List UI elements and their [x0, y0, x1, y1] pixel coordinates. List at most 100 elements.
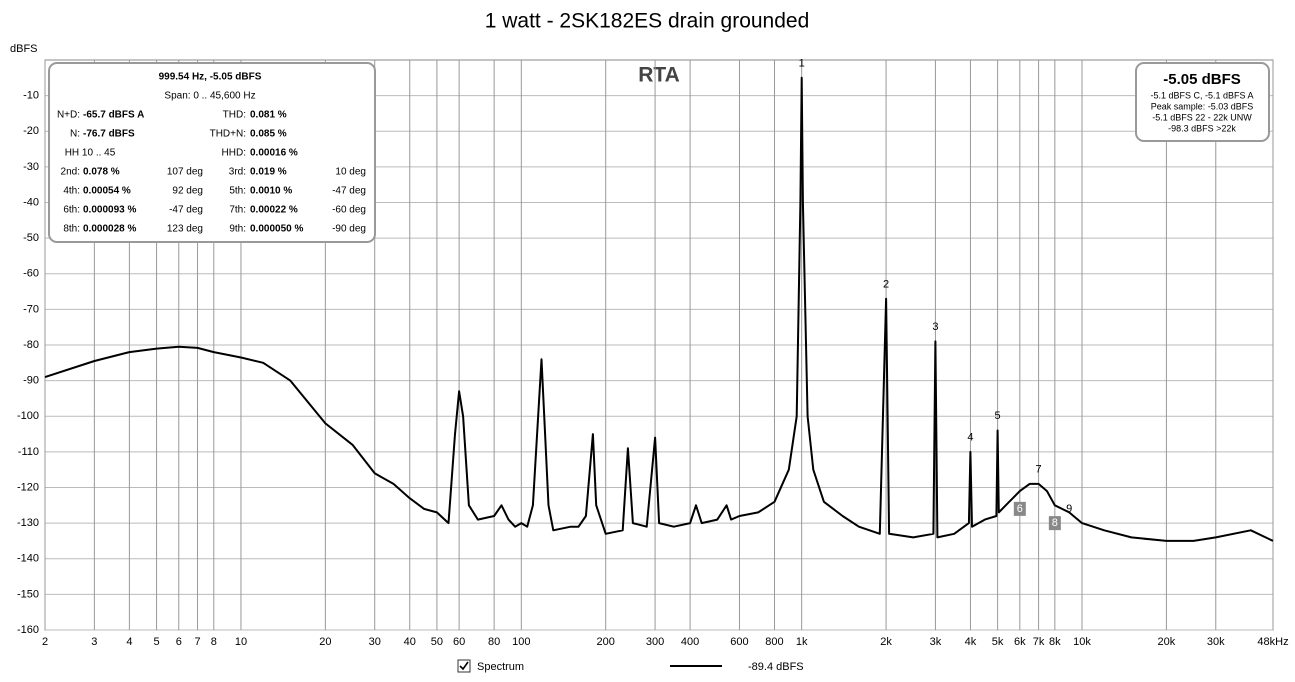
- info-cell: 0.000028 %: [83, 224, 136, 235]
- x-tick-label: 1k: [796, 636, 808, 648]
- x-tick-label: 30: [369, 636, 381, 648]
- harmonic-label: 2: [883, 278, 889, 290]
- info-cell: 3rd:: [229, 167, 246, 178]
- x-tick-label: 6k: [1014, 636, 1026, 648]
- level-line: -5.1 dBFS 22 - 22k UNW: [1152, 112, 1252, 122]
- x-tick-label: 30k: [1207, 636, 1225, 648]
- y-tick-label: -150: [17, 588, 39, 600]
- info-cell: 0.00016 %: [250, 148, 298, 159]
- info-cell: THD+N:: [210, 129, 246, 140]
- y-tick-label: -10: [23, 90, 39, 102]
- info-cell: -60 deg: [332, 205, 366, 216]
- info-cell: 123 deg: [167, 224, 203, 235]
- info-cell: 7th:: [229, 205, 246, 216]
- x-tick-label: 6: [176, 636, 182, 648]
- y-axis-label: dBFS: [10, 43, 38, 55]
- info-cell: HHD:: [222, 148, 246, 159]
- info-cell: HH 10 .. 45: [65, 148, 116, 159]
- chart-title: 1 watt - 2SK182ES drain grounded: [485, 10, 810, 33]
- level-line: -5.1 dBFS C, -5.1 dBFS A: [1150, 90, 1253, 100]
- info-cell: 0.081 %: [250, 110, 287, 121]
- info-cell: 2nd:: [61, 167, 80, 178]
- x-tick-label: 60: [453, 636, 465, 648]
- info-cell: 0.000050 %: [250, 224, 303, 235]
- x-tick-label: 5: [154, 636, 160, 648]
- x-tick-label: 200: [597, 636, 615, 648]
- x-tick-label: 40: [404, 636, 416, 648]
- level-line: Peak sample: -5.03 dBFS: [1151, 101, 1254, 111]
- x-tick-label: 600: [730, 636, 748, 648]
- harmonic-label: 9: [1066, 503, 1072, 515]
- x-tick-label: 7: [194, 636, 200, 648]
- y-tick-label: -30: [23, 161, 39, 173]
- y-tick-label: -140: [17, 553, 39, 565]
- info-cell: 0.0010 %: [250, 186, 292, 197]
- y-tick-label: -80: [23, 339, 39, 351]
- info-cell: 10 deg: [335, 167, 366, 178]
- x-tick-label: 800: [765, 636, 783, 648]
- x-tick-label: 100: [512, 636, 530, 648]
- info-line: Span: 0 .. 45,600 Hz: [164, 91, 255, 102]
- level-main: -5.05 dBFS: [1163, 71, 1241, 88]
- y-tick-label: -110: [18, 446, 39, 458]
- x-tick-label: 300: [646, 636, 664, 648]
- harmonic-label: 6: [1017, 503, 1023, 515]
- rta-label: RTA: [638, 64, 680, 87]
- info-cell: 0.000093 %: [83, 205, 136, 216]
- info-cell: 0.00054 %: [83, 186, 131, 197]
- check-mark: [459, 661, 469, 671]
- y-tick-label: -120: [17, 481, 39, 493]
- x-tick-label: 20: [319, 636, 331, 648]
- info-cell: 92 deg: [172, 186, 203, 197]
- x-tick-label: 3: [91, 636, 97, 648]
- legend-entry: Spectrum: [477, 661, 524, 673]
- info-cell: 8th:: [63, 224, 80, 235]
- x-tick-label: 2: [42, 636, 48, 648]
- info-cell: 0.078 %: [83, 167, 120, 178]
- x-tick-label: 8k: [1049, 636, 1061, 648]
- info-line: 999.54 Hz, -5.05 dBFS: [159, 72, 262, 83]
- harmonic-box: [1048, 516, 1061, 531]
- info-cell: 4th:: [63, 186, 80, 197]
- info-cell: -47 deg: [332, 186, 366, 197]
- harmonic-label: 7: [1036, 464, 1042, 476]
- harmonic-label: 1: [799, 57, 805, 69]
- info-cell: N+D:: [57, 110, 80, 121]
- x-tick-label: 3k: [930, 636, 942, 648]
- info-cell: 6th:: [63, 205, 80, 216]
- x-tick-label: 10: [235, 636, 247, 648]
- y-tick-label: -160: [17, 624, 39, 636]
- y-tick-label: -50: [23, 232, 39, 244]
- legend-checkbox[interactable]: [457, 659, 471, 673]
- y-tick-label: -70: [23, 303, 39, 315]
- info-cell: 107 deg: [167, 167, 203, 178]
- x-tick-label: 50: [431, 636, 443, 648]
- legend-value: -89.4 dBFS: [748, 661, 804, 673]
- y-tick-label: -130: [17, 517, 39, 529]
- info-cell: 0.00022 %: [250, 205, 298, 216]
- info-cell: THD:: [223, 110, 246, 121]
- info-cell: 5th:: [229, 186, 246, 197]
- harmonic-label: 8: [1052, 517, 1058, 529]
- y-tick-label: -40: [23, 196, 39, 208]
- x-tick-label: 20k: [1158, 636, 1176, 648]
- x-tick-label: 4: [126, 636, 132, 648]
- x-tick-label: 5k: [992, 636, 1004, 648]
- x-tick-label: 80: [488, 636, 500, 648]
- harmonic-label: 4: [967, 432, 973, 444]
- info-cell: -90 deg: [332, 224, 366, 235]
- info-cell: 0.085 %: [250, 129, 287, 140]
- x-tick-label: 8: [211, 636, 217, 648]
- info-cell: -47 deg: [169, 205, 203, 216]
- x-tick-label: 400: [681, 636, 699, 648]
- info-box: [48, 62, 376, 243]
- x-tick-label: 48kHz: [1257, 636, 1288, 648]
- y-tick-label: -60: [23, 268, 39, 280]
- harmonic-label: 3: [932, 321, 938, 333]
- info-cell: 0.019 %: [250, 167, 287, 178]
- y-tick-label: -90: [23, 375, 39, 387]
- harmonic-label: 5: [995, 410, 1001, 422]
- info-cell: -76.7 dBFS: [83, 129, 135, 140]
- info-cell: 9th:: [229, 224, 246, 235]
